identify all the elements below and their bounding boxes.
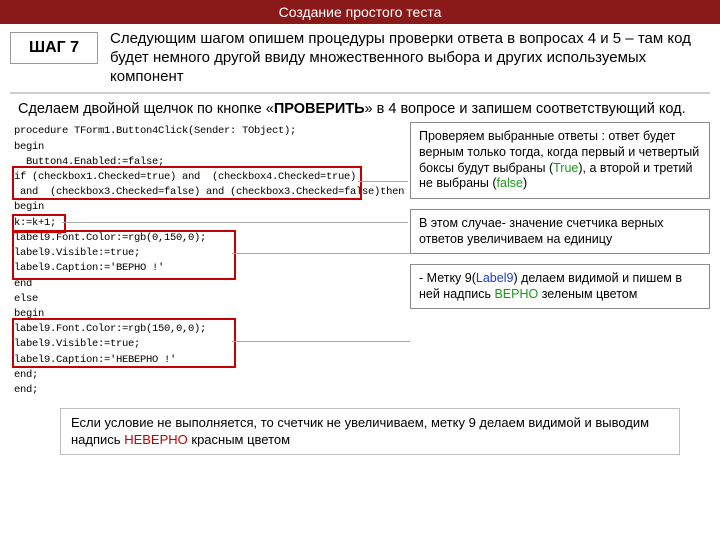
note-label: - Метку 9(Label9) делаем видимой и пишем…	[410, 264, 710, 309]
connector-line	[62, 222, 408, 223]
work-area: procedure TForm1.Button4Click(Sender: TO…	[0, 122, 720, 400]
header-row: ШАГ 7 Следующим шагом опишем процедуры п…	[0, 24, 720, 88]
note-false: false	[497, 176, 523, 190]
title-bar: Создание простого теста	[0, 0, 720, 24]
note-true: True	[553, 161, 578, 175]
note-text: зеленым цветом	[538, 287, 637, 301]
note-text: )	[523, 176, 527, 190]
header-text: Следующим шагом опишем процедуры проверк…	[110, 30, 710, 86]
footer-note: Если условие не выполняется, то счетчик …	[60, 408, 680, 455]
note-verno: ВЕРНО	[494, 287, 538, 301]
note-counter: В этом случае- значение счетчика верных …	[410, 209, 710, 254]
step-badge: ШАГ 7	[10, 32, 98, 64]
footer-neverno: НЕВЕРНО	[124, 432, 188, 447]
instruction-bold: ПРОВЕРИТЬ	[274, 101, 365, 117]
instruction-pre: Сделаем двойной щелчок по кнопке «	[18, 101, 274, 117]
code-pane: procedure TForm1.Button4Click(Sender: TO…	[10, 122, 370, 400]
instruction: Сделаем двойной щелчок по кнопке «ПРОВЕР…	[0, 100, 720, 122]
notes-pane: Проверяем выбранные ответы : ответ будет…	[370, 122, 710, 400]
note-text: - Метку 9(	[419, 271, 476, 285]
instruction-post: » в 4 вопросе и запишем соответствующий …	[365, 101, 686, 117]
note-label9: Label9	[476, 271, 514, 285]
note-condition: Проверяем выбранные ответы : ответ будет…	[410, 122, 710, 199]
code-block: procedure TForm1.Button4Click(Sender: TO…	[10, 122, 370, 400]
footer-text: красным цветом	[188, 432, 290, 447]
divider	[10, 92, 710, 94]
